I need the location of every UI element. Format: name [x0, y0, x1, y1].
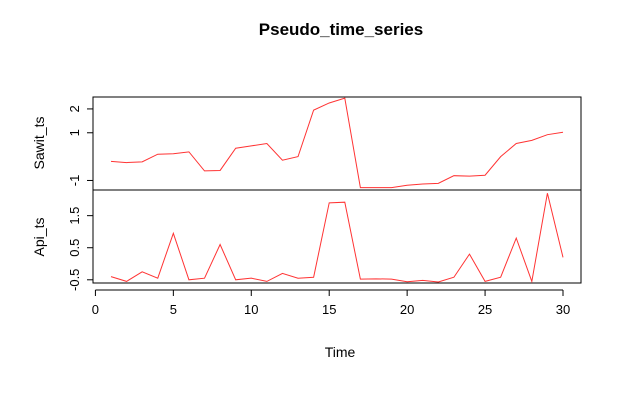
y-axis-label-sawit: Sawit_ts: [31, 117, 47, 170]
x-tick-label-6: 30: [556, 302, 570, 317]
panel-api: -0.5 0.5 1.5: [67, 193, 564, 291]
panel-sawit: -1 1 2: [67, 97, 564, 189]
chart-title: Pseudo_time_series: [259, 20, 423, 39]
panel-border-api: [92, 189, 582, 284]
x-axis-label: Time: [325, 344, 356, 360]
y-tick-label-1-0: -0.5: [67, 269, 82, 291]
x-tick-label-0: 0: [92, 302, 99, 317]
x-axis: 0 5 10 15 20 25 30: [92, 289, 570, 317]
y-axis-label-api: Api_ts: [31, 218, 47, 257]
y-tick-label-0-1: 1: [67, 129, 82, 136]
x-tick-label-5: 25: [478, 302, 492, 317]
y-tick-label-0-2: 2: [67, 105, 82, 112]
x-tick-label-2: 10: [244, 302, 258, 317]
x-tick-label-3: 15: [322, 302, 336, 317]
panel-border-sawit: [92, 96, 582, 191]
y-tick-label-1-1: 0.5: [67, 239, 82, 257]
y-tick-label-1-2: 1.5: [67, 207, 82, 225]
x-tick-label-1: 5: [170, 302, 177, 317]
series-line-Sawit_ts: [110, 97, 564, 189]
series-line-Api_ts: [110, 193, 564, 284]
y-tick-label-0-0: -1: [67, 175, 82, 187]
x-tick-label-4: 20: [400, 302, 414, 317]
